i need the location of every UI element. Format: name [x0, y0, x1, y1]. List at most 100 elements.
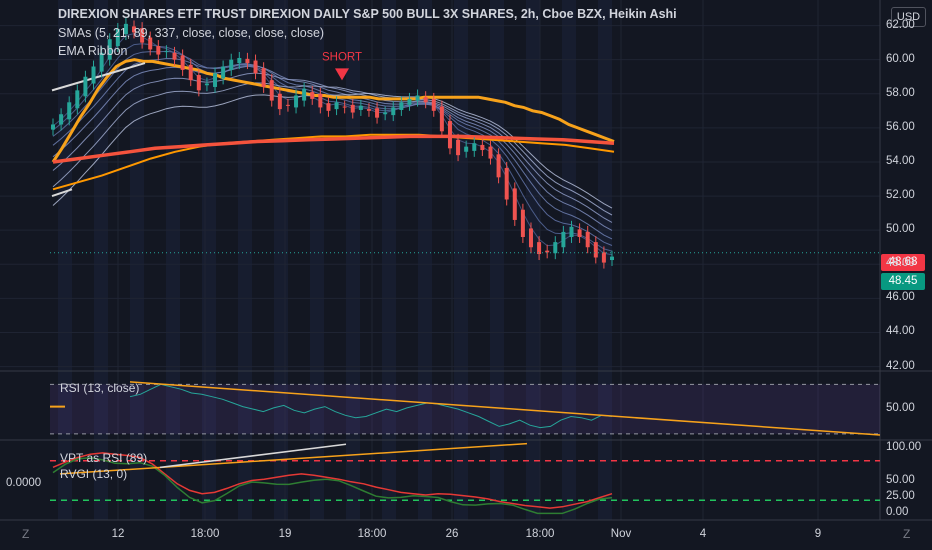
candle-body [302, 88, 307, 101]
ema-ribbon-line [52, 72, 613, 223]
candle-body [593, 242, 598, 258]
candle-body [545, 250, 550, 253]
rvgi-pane-label[interactable]: RVGI (13, 0) [60, 467, 128, 481]
candle-body [496, 154, 501, 178]
candle-body [601, 252, 606, 263]
short-arrow-icon [335, 68, 349, 81]
candle-body [213, 73, 218, 87]
candle-body [569, 226, 574, 238]
candle-body [447, 121, 452, 149]
x-tick-label: 18:00 [357, 528, 387, 540]
rsi-pane-label[interactable]: RSI (13, close) [60, 381, 140, 395]
price-tag-red: 48.68 [881, 254, 925, 271]
sma-indicator-label[interactable]: SMAs (5, 21, 89, 337, close, close, clos… [58, 26, 325, 40]
ema-ribbon-label[interactable]: EMA Ribbon [58, 44, 128, 58]
y-tick-label: 56.00 [886, 120, 915, 133]
candle-body [277, 93, 282, 110]
y-tick-label: 50.00 [886, 223, 915, 236]
candle-body [91, 66, 96, 84]
ema-ribbon-line [52, 43, 613, 252]
vpt-pane-label[interactable]: VPT as RSI (89) [60, 451, 148, 465]
candle-body [140, 28, 145, 43]
x-tick-label: 19 [278, 528, 292, 540]
currency-button[interactable]: USD [891, 7, 926, 27]
ema-lower-line [52, 133, 615, 191]
candle-body [480, 144, 485, 151]
candle-body [561, 231, 566, 248]
session-shade [418, 0, 432, 520]
vpt-trend-line-white [159, 443, 347, 469]
ema-ribbon-line [52, 65, 613, 231]
y-tick-label: 46.00 [886, 291, 915, 304]
x-tick-label: 18:00 [190, 528, 220, 540]
candle-body [439, 106, 444, 132]
candle-body [456, 139, 461, 156]
session-shade [490, 0, 504, 520]
candle-body [180, 55, 185, 70]
y-tick-label: 60.00 [886, 52, 915, 65]
rsi-line [129, 383, 613, 429]
candle-body [399, 102, 404, 110]
x-tick-label: Nov [610, 528, 632, 540]
candle-body [585, 231, 590, 248]
y-tick-label: 44.00 [886, 325, 915, 338]
vpt-y-tick-label: 25.00 [886, 489, 915, 502]
candle-body [132, 26, 137, 33]
candle-body [375, 108, 380, 118]
price-tag-green: 48.45 [881, 273, 925, 290]
candle-body [512, 188, 517, 220]
session-shade [526, 0, 540, 520]
ema-ribbon-line [52, 82, 613, 216]
candle-body [221, 66, 226, 79]
candle-body [253, 60, 258, 74]
candle-body [366, 109, 371, 111]
candle-body [423, 97, 428, 103]
candle-body [383, 112, 388, 115]
candle-body [123, 23, 128, 35]
x-tick-label: 12 [111, 528, 125, 540]
session-shade [238, 0, 252, 520]
vpt-trend-line [59, 442, 528, 475]
x-tick-label: 18:00 [525, 528, 555, 540]
y-tick-label: 54.00 [886, 154, 915, 167]
candle-body [610, 256, 614, 261]
zoom-reset-right-button[interactable]: Z [903, 527, 911, 541]
candle-body [488, 146, 493, 159]
y-tick-label: 48.00 [886, 257, 915, 270]
candle-body [115, 28, 120, 47]
ema-orange-line [51, 58, 615, 163]
candle-body [51, 124, 55, 130]
session-shade [382, 0, 396, 520]
candle-body [318, 93, 323, 108]
candle-body [245, 58, 250, 64]
candle-body [553, 242, 558, 254]
session-shade [130, 0, 144, 520]
candle-body [577, 229, 582, 238]
rvgi-line [52, 452, 613, 509]
candle-body [342, 106, 347, 108]
candle-body [415, 95, 420, 101]
candle-body [358, 105, 363, 110]
candle-body [537, 242, 542, 255]
session-shade [562, 0, 576, 520]
y-tick-label: 62.00 [886, 18, 915, 31]
candle-body [261, 68, 266, 87]
candle-body [75, 90, 80, 109]
ema-ribbon-line [52, 33, 613, 256]
y-tick-label: 58.00 [886, 86, 915, 99]
sma-337-line [52, 134, 615, 164]
candle-body [237, 57, 242, 64]
rvgi-signal-line [52, 456, 613, 515]
candle-body [326, 103, 331, 111]
candle-body [334, 102, 339, 110]
candle-body [407, 98, 412, 105]
rvgi-value-label: 0.0000 [6, 477, 42, 489]
session-shade [58, 0, 72, 520]
candle-body [83, 76, 88, 97]
candle-body [504, 167, 509, 200]
candle-body [204, 83, 209, 86]
zoom-reset-left-button[interactable]: Z [22, 527, 30, 541]
candle-body [107, 39, 112, 60]
candle-body [188, 64, 193, 81]
